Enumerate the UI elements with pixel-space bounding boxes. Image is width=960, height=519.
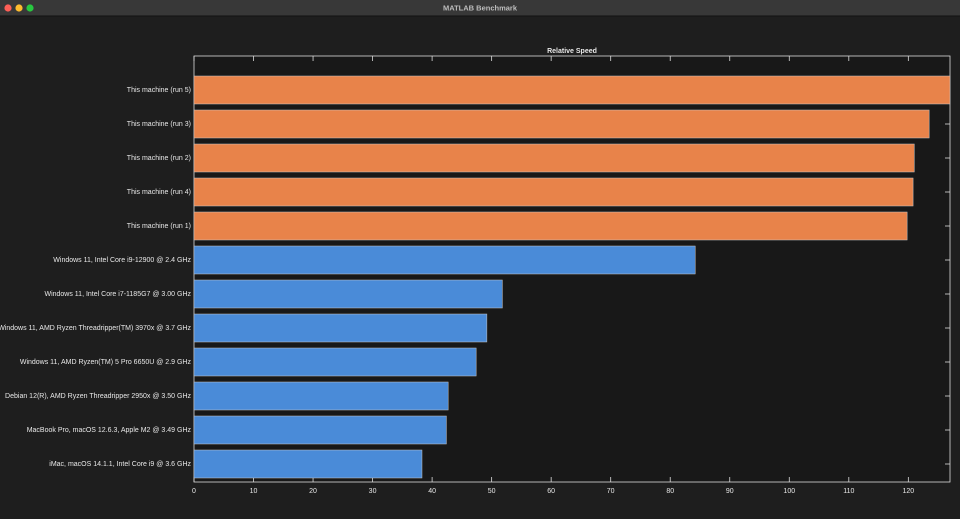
y-tick-label: Windows 11, AMD Ryzen Threadripper(TM) 3… (0, 325, 191, 332)
bar (193, 347, 477, 377)
x-tick-label: 40 (428, 488, 436, 495)
y-tick-label: Windows 11, AMD Ryzen(TM) 5 Pro 6650U @ … (20, 359, 192, 366)
bar (193, 245, 696, 275)
bar (193, 279, 503, 309)
minimize-button[interactable] (15, 4, 23, 12)
x-tick-label: 30 (369, 488, 377, 495)
y-tick-label: MacBook Pro, macOS 12.6.3, Apple M2 @ 3.… (27, 427, 192, 434)
y-tick-label: This machine (run 2) (127, 155, 191, 162)
x-tick-label: 100 (783, 488, 795, 495)
bar (193, 211, 908, 241)
x-tick-label: 70 (607, 488, 615, 495)
bar (193, 109, 930, 139)
bar (193, 177, 914, 207)
y-tick-label: Windows 11, Intel Core i9-12900 @ 2.4 GH… (53, 257, 191, 264)
title-bar (0, 0, 960, 16)
y-tick-label: Windows 11, Intel Core i7-1185G7 @ 3.00 … (44, 291, 191, 298)
bar (193, 381, 449, 411)
y-tick-label: This machine (run 5) (127, 87, 191, 94)
y-tick-label: iMac, macOS 14.1.1, Intel Core i9 @ 3.6 … (49, 461, 191, 468)
x-tick-label: 20 (309, 488, 317, 495)
x-tick-label: 50 (488, 488, 496, 495)
x-tick-label: 10 (250, 488, 258, 495)
bar (193, 449, 423, 479)
bar (193, 313, 488, 343)
window-title: MATLAB Benchmark (443, 3, 518, 12)
chart-title: Relative Speed (547, 48, 597, 55)
x-tick-label: 90 (726, 488, 734, 495)
x-tick-label: 110 (843, 488, 854, 495)
zoom-button[interactable] (26, 4, 34, 12)
bar (193, 143, 915, 173)
y-tick-label: This machine (run 4) (127, 189, 191, 196)
y-tick-label: Debian 12(R), AMD Ryzen Threadripper 295… (5, 393, 191, 400)
x-tick-label: 60 (547, 488, 555, 495)
bar (193, 75, 951, 105)
x-tick-label: 120 (902, 488, 914, 495)
close-button[interactable] (4, 4, 12, 12)
x-tick-label: 0 (192, 488, 196, 495)
x-tick-label: 80 (666, 488, 674, 495)
bar (193, 415, 447, 445)
y-tick-label: This machine (run 3) (127, 121, 191, 128)
y-tick-label: This machine (run 1) (127, 223, 191, 230)
